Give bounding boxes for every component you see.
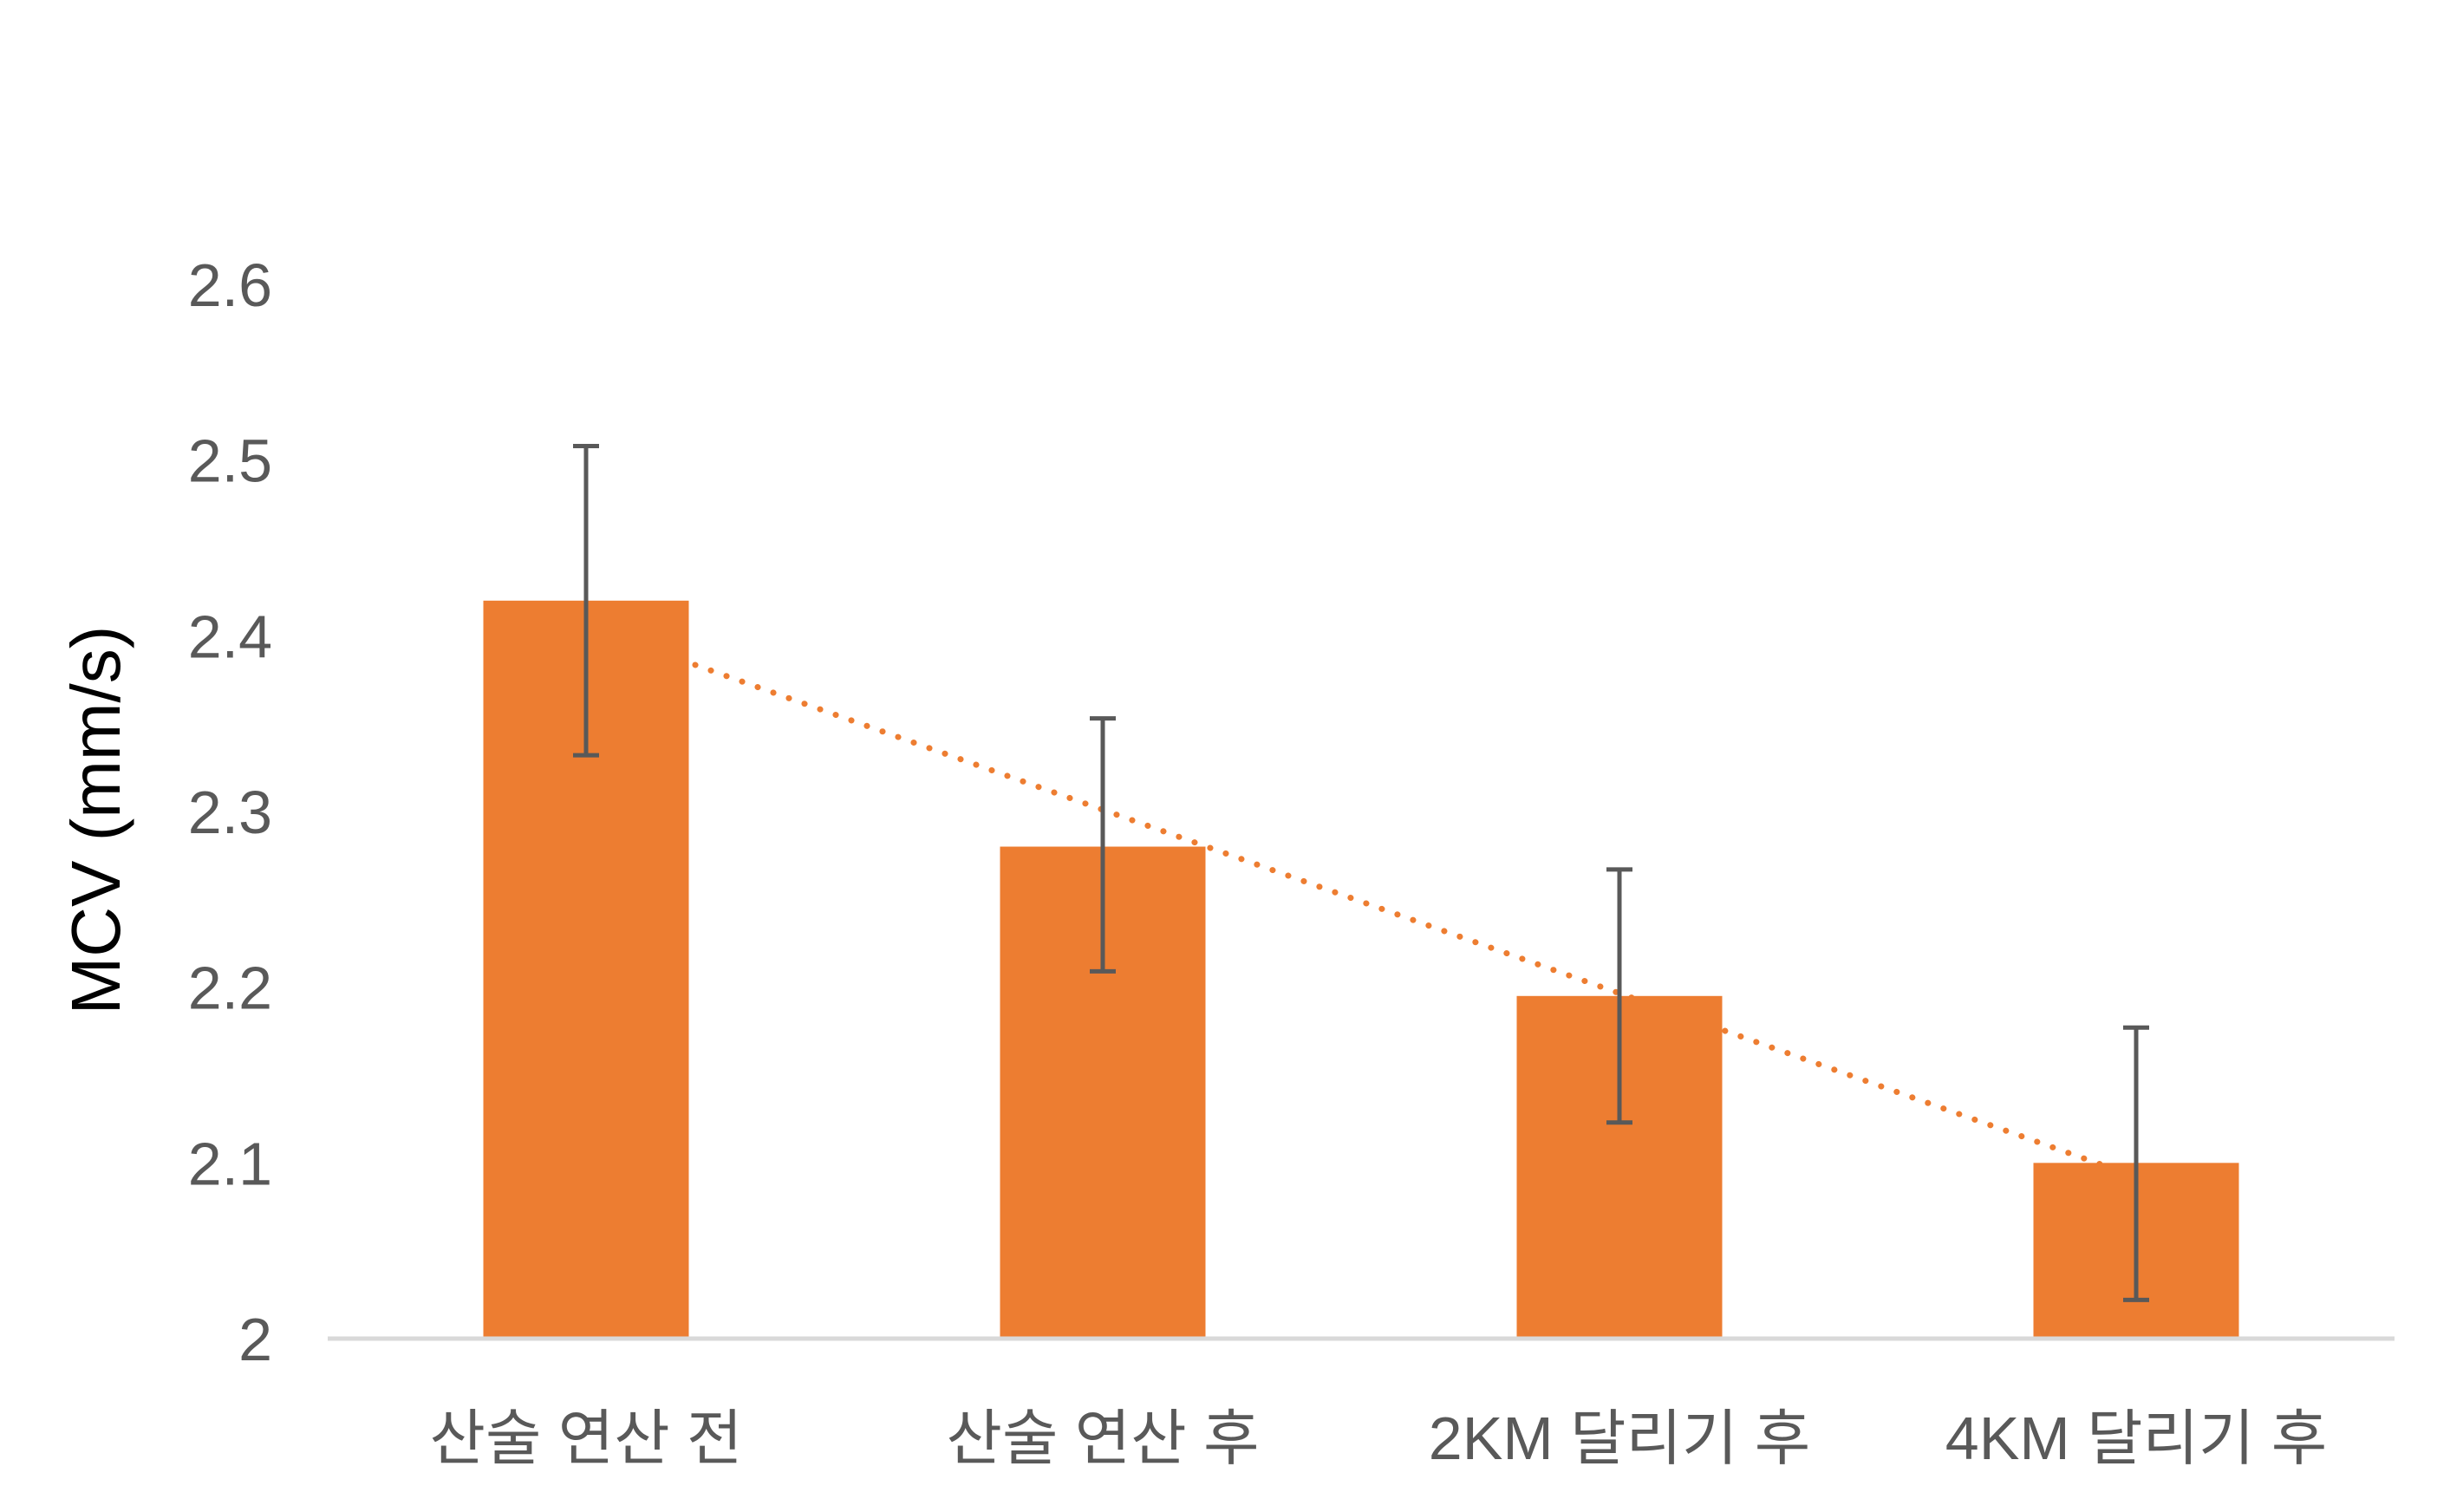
x-tick-label-2: 산술 연산 후 <box>947 1404 1260 1472</box>
error-bars-group <box>573 443 2149 1302</box>
error-bar-3 <box>1606 867 1632 1125</box>
y-tick-label: 2.4 <box>188 603 272 670</box>
y-tick-label: 2.5 <box>188 427 272 495</box>
error-bar-4 <box>2123 1025 2149 1302</box>
x-tick-label-3: 2KM 달리기 후 <box>1429 1404 1810 1472</box>
y-tick-label: 2.1 <box>188 1130 272 1197</box>
x-tick-labels-group: 산술 연산 전 산술 연산 후 2KM 달리기 후 4KM 달리기 후 <box>430 1404 2328 1472</box>
y-tick-label: 2.2 <box>188 955 272 1022</box>
y-tick-label: 2.3 <box>188 779 272 846</box>
error-bar-2 <box>1090 716 1116 974</box>
y-tick-labels-group: 2 2.1 2.2 2.3 2.4 2.5 2.6 <box>188 251 272 1373</box>
bars-group <box>483 600 2239 1339</box>
trendline-group <box>583 622 2140 1181</box>
trendline <box>583 622 2140 1181</box>
error-bar-1 <box>573 443 599 758</box>
y-tick-label: 2 <box>238 1306 272 1373</box>
y-tick-label: 2.6 <box>188 251 272 319</box>
x-tick-label-1: 산술 연산 전 <box>430 1404 743 1472</box>
y-axis-label: MCV (mm/s) <box>57 626 134 1015</box>
x-tick-label-4: 4KM 달리기 후 <box>1945 1404 2327 1472</box>
